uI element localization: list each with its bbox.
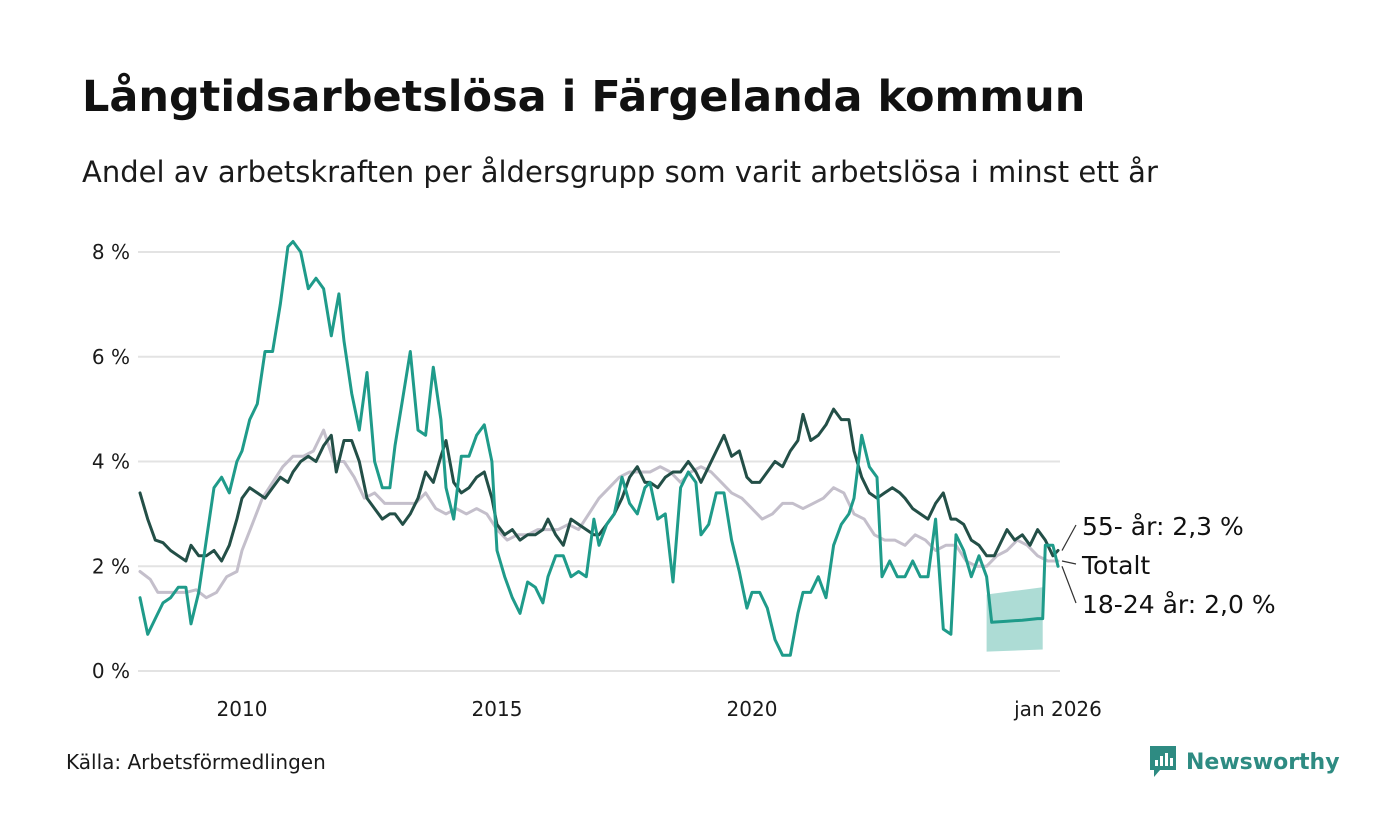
y-tick-label: 4 % xyxy=(92,450,130,474)
x-tick-label: 2010 xyxy=(217,697,268,721)
y-tick-label: 2 % xyxy=(92,554,130,578)
series-line-senior xyxy=(138,407,1060,563)
leader-line-youth xyxy=(1061,566,1077,604)
y-tick-label: 6 % xyxy=(92,345,130,369)
leader-line-senior xyxy=(1061,524,1077,551)
series-line-total xyxy=(138,428,1060,600)
end-labels-layer: Totalt 55- år: 2,3 % 18-24 år: 2,0 % xyxy=(1061,512,1276,619)
x-tick-label: 2020 xyxy=(727,697,778,721)
chart-title: Långtidsarbetslösa i Färgelanda kommun xyxy=(82,72,1086,122)
x-tick-label: jan 2026 xyxy=(1013,697,1102,721)
grid-layer xyxy=(138,251,1060,672)
leader-line-total xyxy=(1061,560,1077,565)
newsworthy-logo-text: Newsworthy xyxy=(1186,749,1340,775)
newsworthy-logo-icon xyxy=(1150,746,1176,777)
y-tick-label: 8 % xyxy=(92,240,130,264)
series-lines-layer xyxy=(138,240,1060,657)
end-label-total: Totalt xyxy=(1081,551,1150,580)
series-line-youth xyxy=(138,240,1060,657)
x-tick-label: 2015 xyxy=(472,697,523,721)
axis-ticks-layer: 0 % 2 % 4 % 6 % 8 % 2010 2015 2020 jan 2026 xyxy=(92,240,1102,721)
newsworthy-logo: Newsworthy xyxy=(1148,744,1340,780)
end-label-senior: 55- år: 2,3 % xyxy=(1082,512,1244,541)
source-note: Källa: Arbetsförmedlingen xyxy=(66,750,326,774)
y-tick-label: 0 % xyxy=(92,659,130,683)
end-label-youth: 18-24 år: 2,0 % xyxy=(1082,590,1276,619)
chart-subtitle: Andel av arbetskraften per åldersgrupp s… xyxy=(82,155,1158,189)
